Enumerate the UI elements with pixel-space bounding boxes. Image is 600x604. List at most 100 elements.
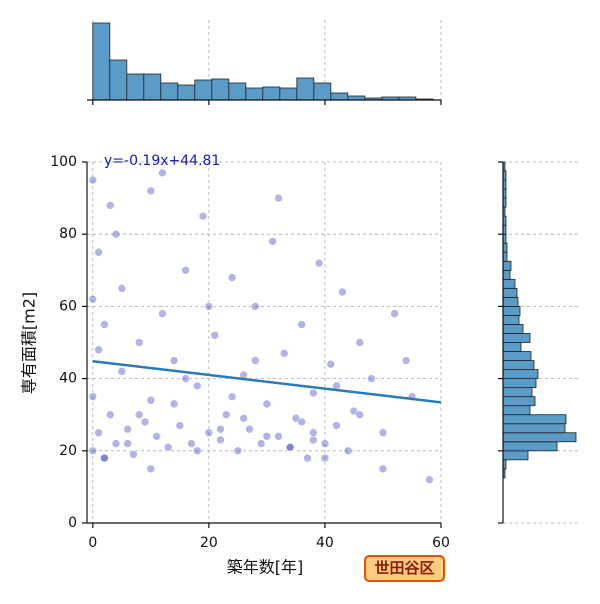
- point: [94, 428, 103, 438]
- point: [163, 442, 173, 452]
- x-hist-bar: [313, 82, 332, 101]
- x-hist-bar: [194, 79, 213, 101]
- point: [152, 432, 161, 441]
- y-hist-bar: [502, 305, 521, 316]
- y-tick-label: 20: [59, 443, 77, 459]
- y-hist-bar: [502, 315, 520, 325]
- x-hist-bar: [330, 92, 349, 101]
- y-hist-bar: [502, 414, 567, 425]
- point: [158, 309, 167, 318]
- x-hist-bar: [160, 82, 179, 101]
- point: [227, 273, 237, 282]
- point: [94, 247, 103, 257]
- point: [314, 258, 324, 268]
- point: [268, 237, 278, 246]
- point: [239, 414, 248, 423]
- x-hist-bar: [211, 78, 230, 101]
- point: [146, 464, 156, 474]
- point: [94, 345, 103, 355]
- y-hist-bar: [502, 378, 537, 389]
- point: [378, 464, 388, 474]
- x-tick-label: 40: [316, 535, 334, 551]
- y-hist-bar: [502, 278, 516, 289]
- point: [355, 338, 365, 347]
- x-axis-label: 築年数[年]: [227, 558, 304, 577]
- point: [204, 428, 214, 438]
- x-hist-bar: [143, 73, 162, 101]
- point: [198, 211, 208, 221]
- point: [343, 446, 353, 456]
- x-hist-bar: [109, 59, 128, 101]
- badge-box: [364, 555, 445, 582]
- point: [367, 374, 376, 383]
- point: [216, 424, 225, 434]
- point: [192, 381, 202, 391]
- point: [192, 446, 202, 456]
- point: [338, 287, 347, 297]
- point: [309, 428, 318, 438]
- point: [181, 374, 190, 383]
- point: [158, 168, 167, 178]
- point: [175, 421, 185, 430]
- x-hist-bar: [296, 77, 315, 101]
- y-hist-bar: [502, 342, 522, 352]
- regression-line: [92, 359, 442, 404]
- x-tick-label: 60: [432, 535, 450, 551]
- point: [88, 392, 98, 401]
- point: [355, 410, 365, 420]
- point: [227, 392, 237, 401]
- point: [390, 309, 399, 318]
- point: [274, 432, 283, 441]
- point: [262, 399, 272, 409]
- point: [123, 424, 132, 434]
- point: [210, 330, 219, 340]
- point: [303, 453, 312, 463]
- y-hist-bar: [502, 441, 558, 452]
- point: [117, 284, 127, 293]
- x-hist-bar: [177, 84, 196, 101]
- point: [100, 453, 109, 463]
- point: [320, 439, 330, 448]
- y-hist-bar: [502, 360, 535, 370]
- point: [204, 302, 214, 311]
- y-hist-bar: [502, 387, 533, 398]
- x-hist-bar: [245, 87, 264, 101]
- point: [105, 410, 115, 420]
- point: [100, 320, 109, 329]
- point: [262, 432, 272, 441]
- point: [221, 410, 231, 420]
- x-tick-label: 20: [200, 535, 218, 551]
- point: [111, 229, 121, 239]
- y-hist-bar: [502, 432, 577, 443]
- point: [378, 428, 388, 438]
- y-hist-bar: [502, 296, 519, 307]
- x-hist-bar: [262, 86, 281, 101]
- point: [88, 446, 98, 456]
- point: [88, 294, 98, 304]
- badge: 世田谷区: [374, 559, 434, 577]
- point: [233, 446, 243, 456]
- point: [146, 395, 156, 405]
- y-tick-label: 40: [59, 371, 77, 387]
- point: [134, 410, 144, 420]
- x-tick-label: 0: [88, 535, 97, 551]
- y-hist-bar: [502, 269, 511, 280]
- point: [111, 439, 121, 448]
- point: [146, 186, 156, 196]
- y-hist-bar: [502, 396, 536, 407]
- y-hist-bar: [502, 405, 531, 416]
- y-axis-label: 専有面積[m2]: [20, 292, 39, 394]
- point: [187, 439, 196, 448]
- y-hist-bar: [502, 324, 524, 334]
- point: [401, 356, 411, 365]
- x-hist-bar: [228, 82, 247, 101]
- point: [216, 435, 225, 445]
- y-tick-label: 80: [59, 226, 77, 242]
- point: [326, 359, 336, 369]
- point: [105, 201, 115, 210]
- point: [425, 475, 434, 484]
- x-hist-bar: [92, 22, 111, 101]
- point: [297, 320, 307, 329]
- x-hist-bar: [126, 73, 145, 101]
